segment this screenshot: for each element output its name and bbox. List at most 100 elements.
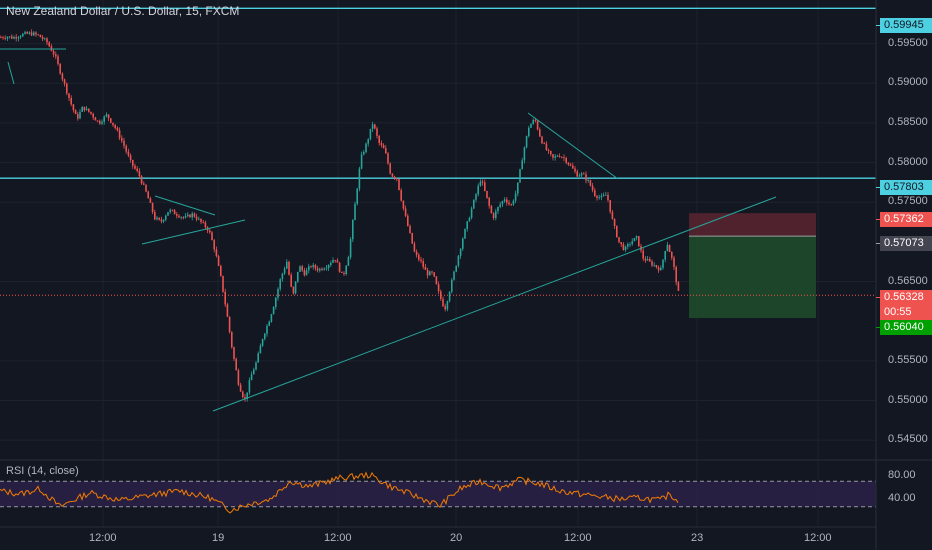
candle-body	[316, 268, 319, 271]
candle-body	[213, 240, 215, 250]
candle-body	[48, 42, 50, 47]
candle-127	[279, 278, 281, 292]
time-axis-tick: 12:00	[564, 532, 592, 544]
candle-body	[440, 291, 442, 299]
horizontal-levels[interactable]	[0, 7, 876, 296]
candle-143	[314, 263, 317, 271]
candle-164	[360, 151, 363, 170]
candle-64	[140, 175, 143, 185]
candle-9	[19, 34, 22, 40]
candle-135	[297, 271, 299, 283]
candle-52	[114, 123, 116, 130]
candle-body	[576, 171, 578, 177]
candle-91	[200, 218, 202, 225]
candle-body	[462, 238, 464, 249]
time-axis-tick: 19	[212, 532, 225, 544]
price-tag-label: 0.57803	[884, 181, 924, 193]
candle-body	[422, 261, 424, 267]
candle-126	[277, 287, 279, 301]
candle-body	[561, 156, 563, 158]
candle-275	[605, 191, 607, 196]
candle-48	[105, 112, 108, 118]
candle-body	[215, 249, 218, 257]
candle-body	[431, 271, 433, 273]
candle-body	[393, 176, 396, 179]
candle-161	[354, 201, 356, 221]
candle-156	[343, 271, 345, 276]
candle-body	[17, 37, 20, 39]
candle-body	[96, 120, 99, 122]
candle-308	[677, 280, 680, 291]
candle-body	[151, 203, 154, 213]
candle-body	[55, 54, 57, 57]
candle-66	[145, 184, 147, 193]
candle-body	[158, 217, 160, 220]
candle-body	[26, 32, 28, 34]
candle-201	[442, 296, 444, 307]
candle-225	[495, 208, 497, 221]
candle-36	[79, 109, 81, 120]
candle-175	[385, 145, 387, 154]
candle-174	[382, 143, 385, 149]
candle-body	[0, 37, 2, 39]
price-tag-tick	[876, 25, 880, 26]
candle-256	[563, 154, 565, 162]
candle-body	[220, 265, 222, 276]
candle-146	[321, 267, 323, 272]
price-tag-tick	[876, 243, 880, 244]
candle-203	[446, 300, 449, 312]
candle-220	[484, 179, 486, 192]
candle-body	[198, 218, 200, 220]
candle-209	[459, 248, 462, 259]
candle-body	[391, 173, 394, 177]
trendline-drawings[interactable]	[0, 48, 777, 412]
candle-279	[613, 218, 616, 229]
candle-body	[655, 265, 658, 268]
candle-58	[127, 148, 130, 158]
candle-178	[391, 173, 394, 178]
candle-153	[336, 258, 339, 263]
candle-body	[341, 271, 343, 273]
price-axis-tick: 0.54500	[888, 433, 928, 446]
candle-186	[409, 224, 411, 234]
candle-body	[541, 136, 543, 144]
candle-body	[123, 140, 125, 146]
candle-body	[237, 370, 240, 385]
candle-169	[371, 121, 374, 133]
candle-body	[545, 143, 548, 151]
candle-162	[356, 187, 358, 206]
candle-290	[638, 236, 640, 247]
candle-body	[565, 158, 567, 163]
candle-body	[28, 32, 31, 34]
candle-151	[332, 257, 334, 264]
candle-body	[74, 110, 77, 115]
candle-body	[250, 374, 253, 381]
candle-body	[257, 353, 259, 363]
candle-body	[514, 193, 517, 201]
candle-body	[275, 297, 277, 308]
candle-body	[442, 298, 444, 307]
candle-body	[327, 265, 330, 269]
candle-231	[508, 200, 510, 206]
candle-body	[585, 174, 587, 181]
candle-208	[457, 254, 460, 268]
candle-body	[77, 114, 79, 119]
candle-184	[404, 205, 407, 218]
candle-307	[675, 265, 677, 286]
candle-121	[266, 324, 268, 337]
candle-body	[360, 154, 363, 169]
candle-138	[303, 267, 306, 277]
candle-242	[532, 118, 534, 125]
candle-body	[611, 211, 614, 220]
candle-body	[88, 108, 90, 112]
candle-body	[272, 307, 275, 315]
candle-3	[6, 36, 9, 42]
candle-145	[319, 267, 321, 273]
candle-236	[519, 168, 521, 183]
candle-93	[204, 220, 207, 230]
candle-90	[198, 216, 200, 221]
trendline-1	[212, 196, 777, 412]
candle-234	[514, 190, 517, 204]
price-tag-label: 00:55	[884, 306, 912, 318]
